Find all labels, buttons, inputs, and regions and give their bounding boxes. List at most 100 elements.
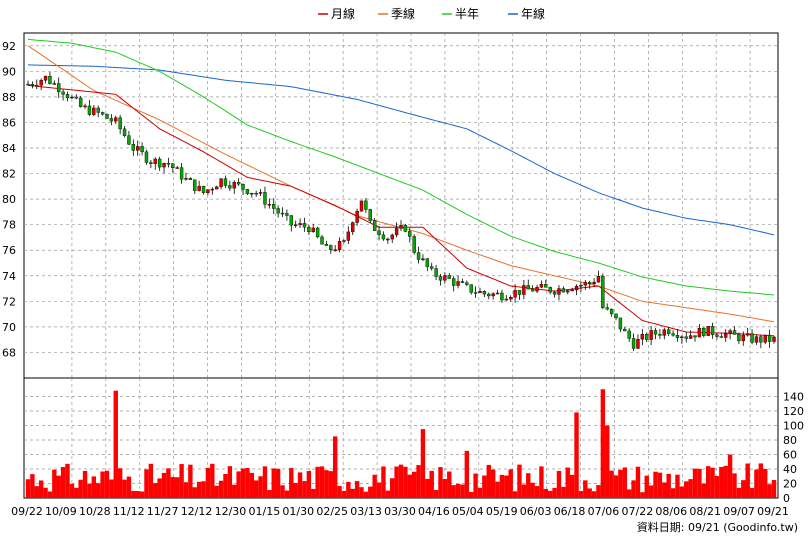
candle-body — [434, 268, 438, 277]
candle-body — [526, 285, 530, 290]
candle-body — [65, 94, 70, 99]
volume-bar — [662, 482, 667, 498]
volume-bar — [188, 464, 193, 498]
volume-bar — [732, 473, 737, 498]
volume-bar — [170, 477, 176, 498]
candle-body — [122, 128, 127, 136]
candle-body — [416, 252, 421, 260]
volume-bar — [25, 479, 31, 498]
candle-body — [149, 162, 153, 164]
candle-body — [482, 291, 487, 295]
volume-bar — [710, 467, 715, 498]
candle-body — [136, 146, 140, 151]
volume-bar — [368, 486, 373, 498]
volume-grid — [24, 378, 778, 498]
candle-body — [636, 339, 640, 349]
volume-bar — [609, 470, 614, 498]
volume-bar — [324, 470, 329, 498]
candle-body — [175, 167, 179, 169]
volume-bar — [517, 464, 522, 498]
candle-body — [421, 258, 425, 260]
candle-body — [451, 278, 456, 286]
candle-body — [487, 293, 491, 297]
date-tick-label: 09/22 — [11, 505, 43, 518]
volume-tick-label: 20 — [783, 478, 797, 491]
date-tick-label: 03/13 — [350, 505, 382, 518]
volume-bar — [205, 467, 211, 498]
volume-bar — [47, 491, 53, 498]
candle-body — [298, 223, 302, 225]
volume-bar — [583, 480, 588, 498]
candle-body — [587, 282, 592, 285]
candle-body — [214, 186, 219, 190]
volume-tick-label: 140 — [783, 391, 804, 404]
volume-bar — [455, 483, 461, 498]
candle-body — [35, 84, 39, 87]
volume-bar — [688, 479, 693, 498]
candle-body — [78, 97, 83, 107]
candle-body — [100, 112, 105, 115]
volume-bar — [161, 472, 167, 498]
candle-body — [728, 330, 732, 334]
volume-bar — [332, 436, 338, 498]
candle-body — [197, 185, 201, 191]
candle-body — [724, 333, 728, 338]
candle-body — [219, 178, 223, 188]
candle-body — [702, 328, 706, 336]
volume-bar — [390, 478, 395, 498]
candle-body — [552, 291, 557, 295]
volume-bar — [530, 482, 535, 498]
candle-body — [478, 291, 482, 293]
candle-body — [96, 107, 100, 113]
volume-bar — [556, 470, 562, 498]
candle-body — [359, 200, 364, 212]
candle-body — [570, 289, 574, 292]
candle-body — [754, 336, 759, 343]
candle-body — [289, 215, 293, 226]
price-tick-label: 70 — [2, 321, 16, 334]
volume-bar — [692, 468, 698, 498]
candle-body — [109, 118, 114, 122]
volume-bar — [578, 491, 584, 498]
candle-body — [592, 281, 596, 285]
volume-bar — [350, 488, 355, 498]
candle-body — [601, 275, 605, 308]
volume-bar — [464, 450, 470, 498]
volume-bar — [569, 474, 575, 498]
candle-body — [280, 212, 285, 215]
candle-body — [456, 281, 460, 286]
candle-body — [206, 189, 210, 193]
candle-body — [351, 222, 355, 233]
chart-legend: 月線 季線 半年 年線 — [318, 6, 545, 21]
volume-tick-label: 0 — [783, 492, 790, 505]
volume-bar — [679, 486, 685, 498]
candle-body — [732, 330, 737, 335]
volume-bar — [486, 464, 491, 498]
candle-body — [193, 179, 197, 191]
candle-body — [276, 208, 280, 214]
volume-bar — [381, 466, 386, 498]
candle-body — [535, 287, 539, 292]
volume-bar — [306, 471, 312, 498]
volume-bar — [52, 469, 57, 498]
candle-body — [92, 107, 96, 115]
candle-body — [307, 226, 311, 233]
candle-body — [272, 204, 276, 209]
candle-body — [87, 105, 92, 115]
volume-bar — [473, 473, 478, 498]
volume-bar — [745, 463, 750, 498]
volume-tick-label: 120 — [783, 405, 804, 418]
candle-body — [293, 224, 298, 226]
price-tick-label: 92 — [2, 40, 16, 53]
volume-bar — [267, 490, 272, 498]
volume-bar — [319, 466, 325, 498]
volume-bar — [289, 468, 294, 498]
volume-bar — [644, 475, 649, 498]
candle-body — [680, 336, 684, 339]
volume-bar — [328, 471, 333, 498]
volume-bar — [359, 487, 364, 498]
date-tick-label: 05/19 — [486, 505, 518, 518]
volume-bar — [117, 468, 123, 498]
volume-bar — [727, 454, 733, 498]
